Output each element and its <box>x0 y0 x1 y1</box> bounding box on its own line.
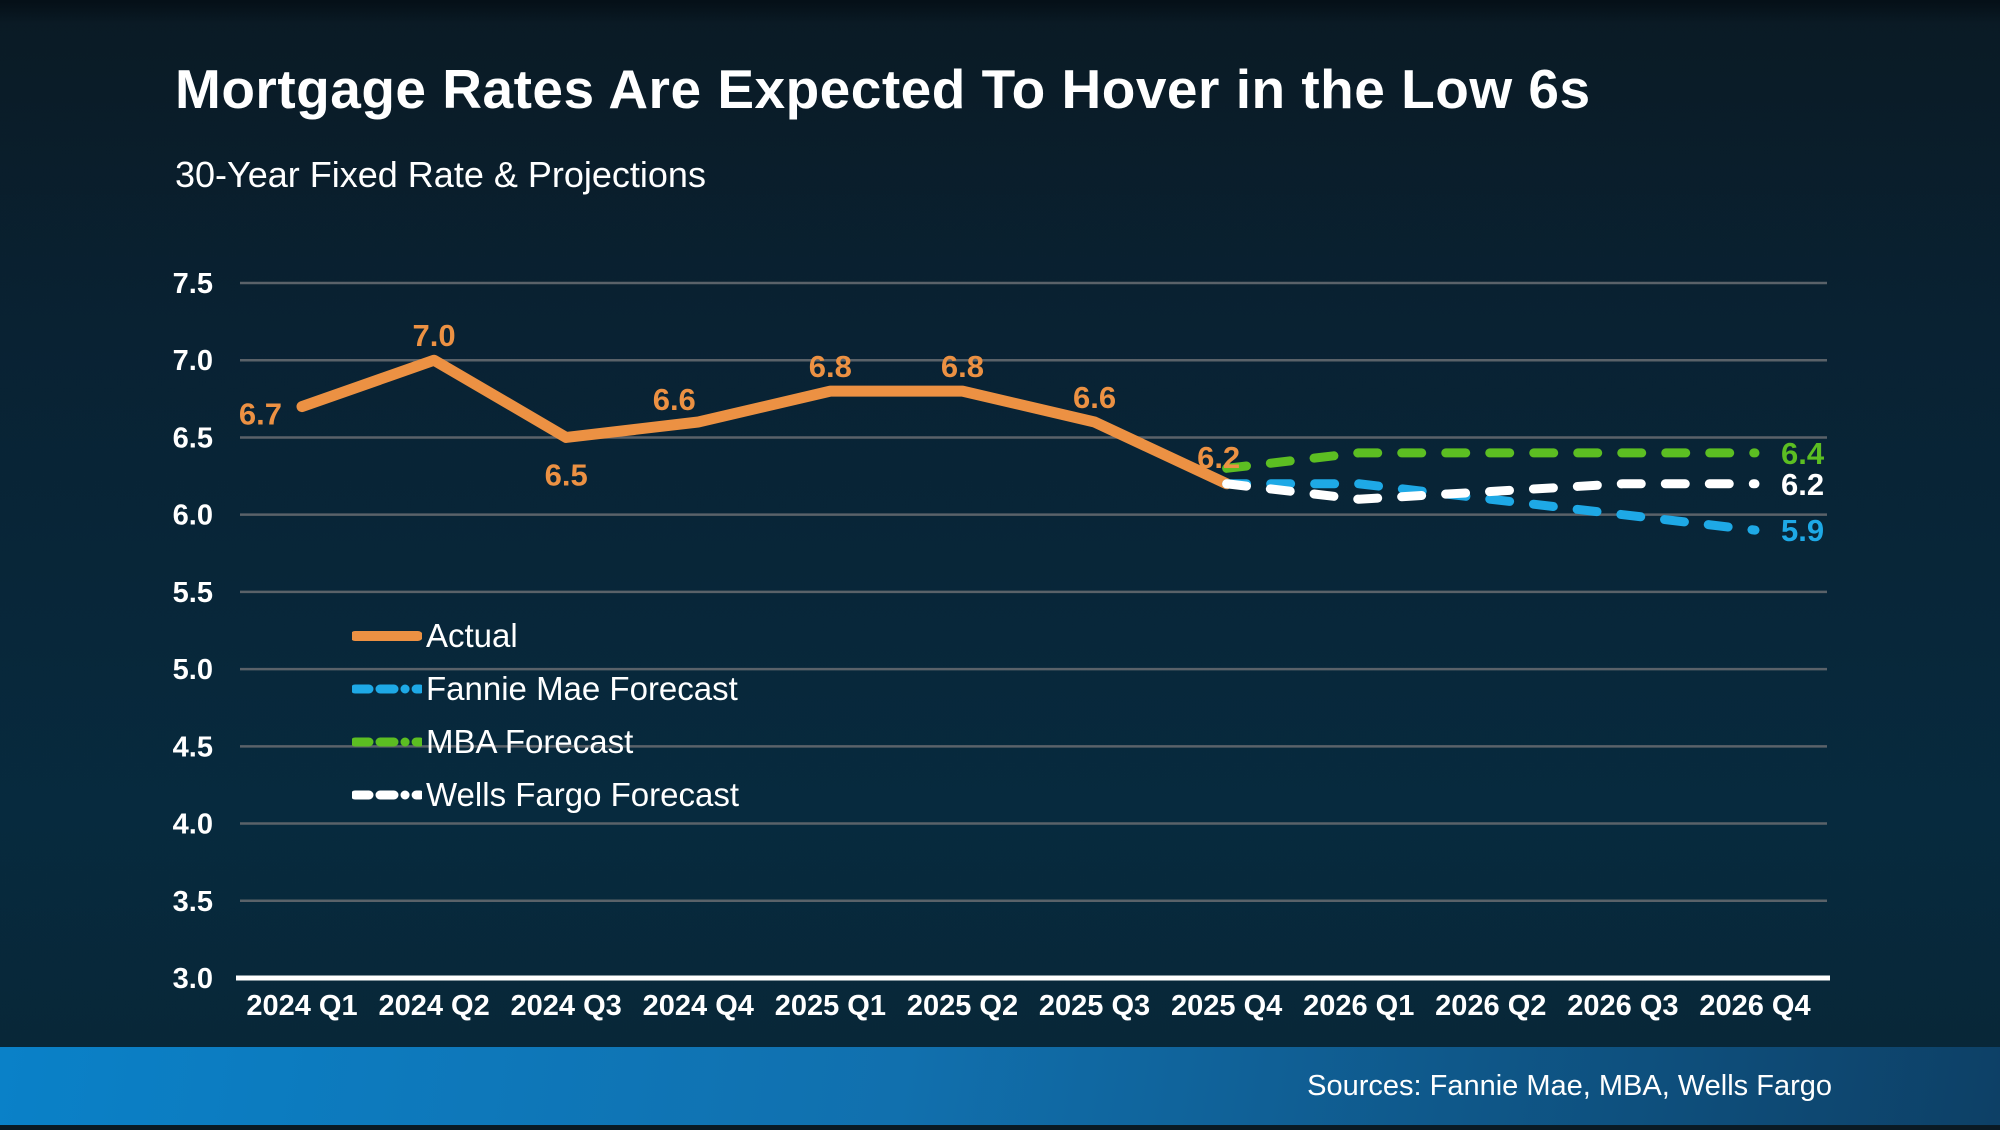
legend-swatch-wells-fargo <box>352 790 422 799</box>
chart-header: Mortgage Rates Are Expected To Hover in … <box>175 58 1875 195</box>
series-line-wells_fargo <box>1222 479 1760 504</box>
x-axis-label: 2026 Q4 <box>1699 990 1810 1022</box>
legend-label-fannie-mae: Fannie Mae Forecast <box>426 669 738 707</box>
x-axis-label: 2026 Q2 <box>1435 990 1546 1022</box>
legend-swatch-actual <box>352 630 422 641</box>
data-label-actual: 6.8 <box>809 349 852 384</box>
data-label-actual: 6.2 <box>1197 440 1240 475</box>
end-label-mba: 6.4 <box>1781 436 1825 471</box>
x-axis-label: 2025 Q3 <box>1039 990 1150 1022</box>
legend-swatch-fannie-mae <box>352 684 422 693</box>
data-label-actual: 6.6 <box>653 382 696 417</box>
x-axis-label: 2024 Q3 <box>511 990 622 1022</box>
page-subtitle: 30-Year Fixed Rate & Projections <box>175 154 706 196</box>
series-line-actual <box>296 354 1233 490</box>
data-label-actual: 6.7 <box>239 397 282 432</box>
x-axis-label: 2024 Q4 <box>643 990 754 1022</box>
y-axis-label: 4.5 <box>173 731 213 763</box>
y-axis-label: 3.5 <box>173 886 213 918</box>
series-line-mba <box>1222 448 1760 473</box>
y-axis-label: 7.0 <box>173 345 213 377</box>
legend-swatch-mba <box>352 737 422 746</box>
data-label-actual: 6.6 <box>1073 380 1116 415</box>
top-strip <box>0 0 2000 24</box>
y-axis-label: 5.0 <box>173 654 213 686</box>
legend-label-wells-fargo: Wells Fargo Forecast <box>426 775 739 813</box>
legend-label-mba: MBA Forecast <box>426 722 634 760</box>
legend-item-actual: Actual <box>352 609 739 662</box>
legend-label-actual: Actual <box>426 616 518 654</box>
x-axis-label: 2026 Q3 <box>1567 990 1678 1022</box>
series-line-fannie_mae <box>1222 479 1760 535</box>
x-axis-label: 2025 Q4 <box>1171 990 1282 1022</box>
x-axis-label: 2024 Q2 <box>378 990 489 1022</box>
y-axis-label: 6.0 <box>173 500 213 532</box>
data-label-actual: 6.8 <box>941 349 984 384</box>
x-axis-label: 2025 Q1 <box>775 990 886 1022</box>
data-label-actual: 7.0 <box>413 318 456 353</box>
data-label-actual: 6.5 <box>545 457 588 492</box>
page-title: Mortgage Rates Are Expected To Hover in … <box>175 58 1591 120</box>
end-label-fannie_mae: 5.9 <box>1781 513 1824 548</box>
legend-item-fannie-mae: Fannie Mae Forecast <box>352 662 739 715</box>
y-axis-label: 3.0 <box>173 963 213 995</box>
sources-text: Sources: Fannie Mae, MBA, Wells Fargo <box>1307 1069 1832 1102</box>
x-axis-label: 2025 Q2 <box>907 990 1018 1022</box>
chart-legend: Actual Fannie Mae Forecast MBA Forecast … <box>352 609 739 821</box>
legend-item-mba: MBA Forecast <box>352 715 739 768</box>
footer-bar: Sources: Fannie Mae, MBA, Wells Fargo <box>0 1047 2000 1125</box>
y-axis-label: 4.0 <box>173 809 213 841</box>
y-axis-label: 7.5 <box>173 268 213 300</box>
y-axis-label: 5.5 <box>173 577 213 609</box>
legend-item-wells-fargo: Wells Fargo Forecast <box>352 768 739 821</box>
end-label-wells_fargo: 6.2 <box>1781 467 1824 502</box>
y-axis-label: 6.5 <box>173 422 213 454</box>
x-axis-label: 2024 Q1 <box>246 990 357 1022</box>
x-axis-label: 2026 Q1 <box>1303 990 1414 1022</box>
